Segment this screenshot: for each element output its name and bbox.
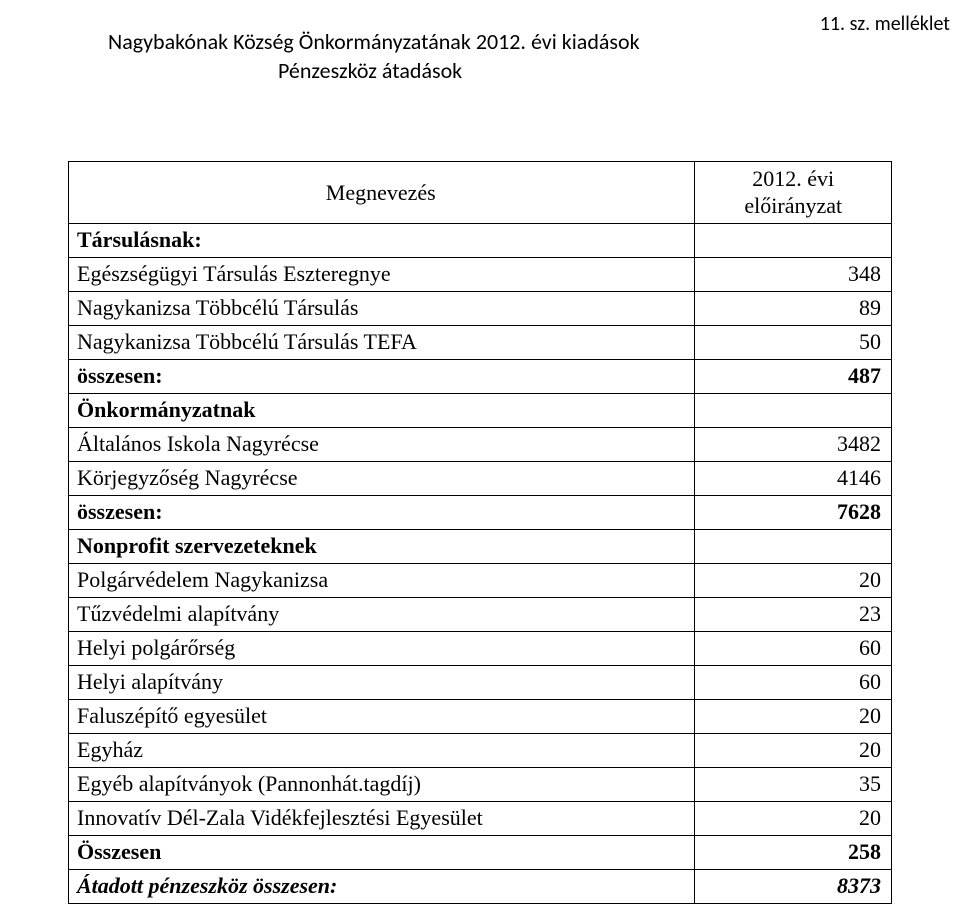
row-label: Egészségügyi Társulás Eszteregnye [69,257,695,291]
row-label: Összesen [69,835,695,869]
row-value [695,529,892,563]
row-label: Általános Iskola Nagyrécse [69,427,695,461]
row-label: Nonprofit szervezeteknek [69,529,695,563]
table-row: Egészségügyi Társulás Eszteregnye348 [69,257,892,291]
table-row: Egyház20 [69,733,892,767]
row-value: 20 [695,699,892,733]
row-label: Nagykanizsa Többcélú Társulás [69,291,695,325]
table-row: összesen:487 [69,359,892,393]
table-row: Társulásnak: [69,223,892,257]
row-label: Egyház [69,733,695,767]
row-label: Helyi polgárőrség [69,631,695,665]
table-row: Egyéb alapítványok (Pannonhát.tagdíj)35 [69,767,892,801]
table-row: Helyi alapítvány60 [69,665,892,699]
row-value: 60 [695,665,892,699]
table-row: Faluszépítő egyesület20 [69,699,892,733]
row-value [695,393,892,427]
row-label: Tűzvédelmi alapítvány [69,597,695,631]
row-label: Faluszépítő egyesület [69,699,695,733]
table-row: Innovatív Dél-Zala Vidékfejlesztési Egye… [69,801,892,835]
row-label: Önkormányzatnak [69,393,695,427]
row-value: 4146 [695,461,892,495]
row-label: Társulásnak: [69,223,695,257]
table-row: Tűzvédelmi alapítvány23 [69,597,892,631]
row-value: 60 [695,631,892,665]
table-row: Átadott pénzeszköz összesen:8373 [69,869,892,903]
table-row: Körjegyzőség Nagyrécse4146 [69,461,892,495]
title-line-2: Pénzeszköz átadások [278,57,892,86]
table-row: Nagykanizsa Többcélú Társulás TEFA50 [69,325,892,359]
row-value: 20 [695,801,892,835]
table-row: Polgárvédelem Nagykanizsa20 [69,563,892,597]
title-line-1: Nagybakónak Község Önkormányzatának 2012… [108,28,892,57]
row-value: 487 [695,359,892,393]
row-label: Nagykanizsa Többcélú Társulás TEFA [69,325,695,359]
row-label: összesen: [69,359,695,393]
row-label: Körjegyzőség Nagyrécse [69,461,695,495]
table-row: Önkormányzatnak [69,393,892,427]
row-value: 3482 [695,427,892,461]
table-row: Nonprofit szervezeteknek [69,529,892,563]
data-table: Megnevezés 2012. évi előirányzat Társulá… [68,161,892,904]
row-value: 20 [695,563,892,597]
header-name-cell: Megnevezés [69,162,695,224]
header-value-cell: 2012. évi előirányzat [695,162,892,224]
table-row: Összesen258 [69,835,892,869]
header-value-line1: 2012. évi [752,166,834,191]
row-value: 8373 [695,869,892,903]
row-label: összesen: [69,495,695,529]
row-label: Egyéb alapítványok (Pannonhát.tagdíj) [69,767,695,801]
title-block: Nagybakónak Község Önkormányzatának 2012… [108,28,892,85]
row-value: 20 [695,733,892,767]
row-label: Polgárvédelem Nagykanizsa [69,563,695,597]
table-header-row: Megnevezés 2012. évi előirányzat [69,162,892,224]
table-row: összesen:7628 [69,495,892,529]
row-value: 7628 [695,495,892,529]
row-value [695,223,892,257]
row-label: Átadott pénzeszköz összesen: [69,869,695,903]
document-page: 11. sz. melléklet Nagybakónak Község Önk… [0,0,960,868]
row-label: Helyi alapítvány [69,665,695,699]
annex-label: 11. sz. melléklet [820,12,950,36]
row-label: Innovatív Dél-Zala Vidékfejlesztési Egye… [69,801,695,835]
table-row: Nagykanizsa Többcélú Társulás89 [69,291,892,325]
row-value: 89 [695,291,892,325]
table-container: Megnevezés 2012. évi előirányzat Társulá… [68,161,892,904]
header-value-line2: előirányzat [744,193,842,218]
table-row: Általános Iskola Nagyrécse3482 [69,427,892,461]
row-value: 348 [695,257,892,291]
row-value: 23 [695,597,892,631]
row-value: 35 [695,767,892,801]
row-value: 50 [695,325,892,359]
row-value: 258 [695,835,892,869]
table-row: Helyi polgárőrség60 [69,631,892,665]
